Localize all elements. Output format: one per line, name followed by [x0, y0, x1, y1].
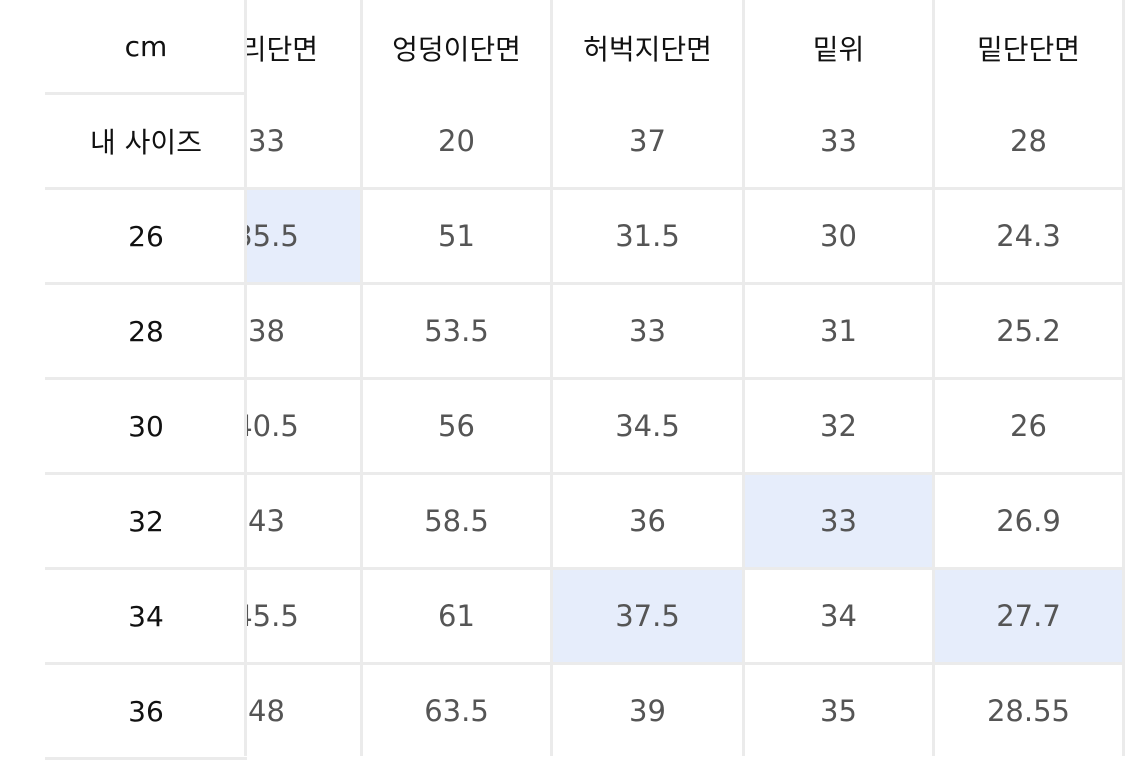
table-cell: 35: [745, 665, 935, 756]
size-table-scroll[interactable]: 허리단면엉덩이단면허벅지단면밑위밑단단면 332037332835.55131.…: [247, 0, 1125, 756]
table-cell: 35.5: [247, 190, 363, 285]
table-cell: 37.5: [553, 570, 745, 665]
row-label: 내 사이즈: [45, 95, 247, 190]
row-label: 26: [45, 190, 247, 285]
row-label: 30: [45, 380, 247, 475]
table-cell: 56: [363, 380, 553, 475]
table-cell: 39: [553, 665, 745, 756]
table-cell: 33: [745, 475, 935, 570]
row-label: 36: [45, 665, 247, 760]
size-table: 허리단면엉덩이단면허벅지단면밑위밑단단면 332037332835.55131.…: [247, 0, 1125, 756]
table-cell: 40.5: [247, 380, 363, 475]
table-cell: 24.3: [935, 190, 1125, 285]
table-cell: 33: [247, 95, 363, 190]
row-label: 32: [45, 475, 247, 570]
column-header: 밑단단면: [935, 0, 1125, 95]
table-cell: 27.7: [935, 570, 1125, 665]
unit-header: cm: [45, 0, 247, 95]
table-row: 38 53.5 33 31 25.2: [247, 285, 1125, 380]
table-cell: 63.5: [363, 665, 553, 756]
table-cell: 26: [935, 380, 1125, 475]
table-cell: 32: [745, 380, 935, 475]
table-cell: 58.5: [363, 475, 553, 570]
row-label: 34: [45, 570, 247, 665]
table-cell: 28.55: [935, 665, 1125, 756]
table-cell: 34: [745, 570, 935, 665]
row-label: 28: [45, 285, 247, 380]
table-cell: 38: [247, 285, 363, 380]
table-cell: 33: [745, 95, 935, 190]
table-cell: 45.5: [247, 570, 363, 665]
table-cell: 36: [553, 475, 745, 570]
column-header: 허벅지단면: [553, 0, 745, 95]
table-row: 48 63.5 39 35 28.55: [247, 665, 1125, 756]
table-cell: 34.5: [553, 380, 745, 475]
table-cell: 61: [363, 570, 553, 665]
table-cell: 53.5: [363, 285, 553, 380]
table-cell: 30: [745, 190, 935, 285]
table-cell: 31: [745, 285, 935, 380]
table-cell: 48: [247, 665, 363, 756]
table-cell: 28: [935, 95, 1125, 190]
table-row: 43 58.5 36 33 26.9: [247, 475, 1125, 570]
table-cell: 37: [553, 95, 745, 190]
column-header: 허리단면: [247, 0, 363, 95]
column-header: 엉덩이단면: [363, 0, 553, 95]
header-row: 허리단면엉덩이단면허벅지단면밑위밑단단면: [247, 0, 1125, 95]
table-cell: 20: [363, 95, 553, 190]
table-cell: 31.5: [553, 190, 745, 285]
table-row: 33 20 37 33 28: [247, 95, 1125, 190]
table-cell: 43: [247, 475, 363, 570]
size-label-column: cm 내 사이즈 26 28 30 32 34 36: [0, 0, 247, 760]
table-cell: 33: [553, 285, 745, 380]
table-cell: 51: [363, 190, 553, 285]
table-cell: 26.9: [935, 475, 1125, 570]
table-cell: 25.2: [935, 285, 1125, 380]
column-header: 밑위: [745, 0, 935, 95]
